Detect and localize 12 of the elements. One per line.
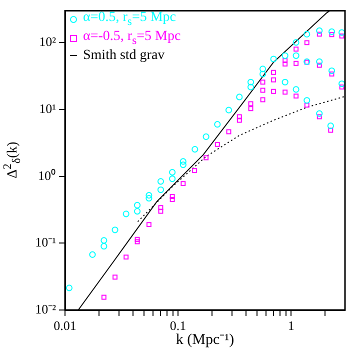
y-tick-label: 10⁰ — [38, 168, 56, 183]
x-tick-label: 0.01 — [54, 318, 76, 334]
x-tick-label: 1 — [288, 318, 294, 334]
x-axis-title: k (Mpc⁻¹) — [176, 332, 234, 348]
y-tick-label: 10² — [39, 34, 56, 50]
y-tick-label: 10⁻² — [35, 301, 56, 316]
legend-label: α=-0.5, r$_{s}$=5 Mpc — [83, 28, 181, 48]
y-tick-label: 10⁻¹ — [35, 234, 56, 250]
x-tick-label: 0.1 — [170, 318, 186, 334]
y-tick-label: 10¹ — [39, 100, 56, 116]
legend-label: Smith std grav — [83, 48, 165, 63]
legend-label: α=0.5, r$_{s}$=5 Mpc — [83, 10, 176, 29]
